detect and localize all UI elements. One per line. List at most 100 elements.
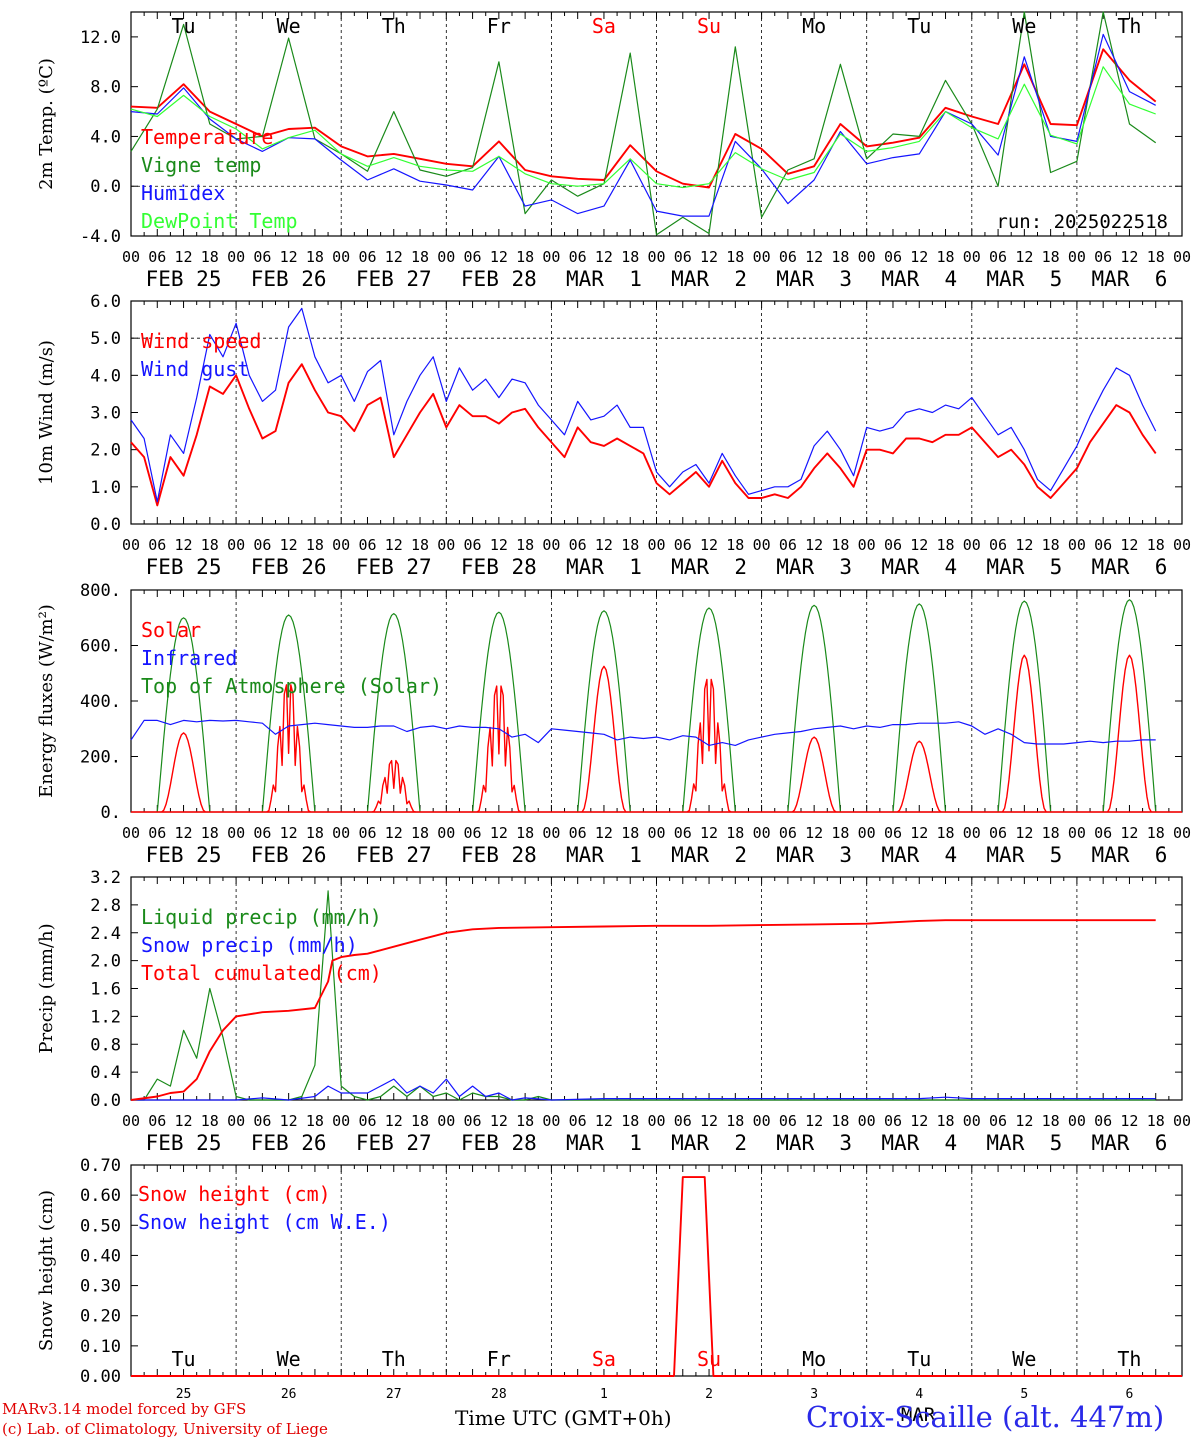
solar-line bbox=[686, 678, 732, 813]
hour-tick-label: 12 bbox=[700, 1112, 718, 1130]
hour-tick-label: 06 bbox=[569, 248, 587, 266]
hour-tick-label: 00 bbox=[332, 536, 350, 554]
day-label: MAR 2 bbox=[671, 555, 747, 579]
hour-tick-label: 00 bbox=[963, 536, 981, 554]
hour-tick-label: 06 bbox=[989, 536, 1007, 554]
hour-tick-label: 00 bbox=[332, 824, 350, 842]
hour-tick-label: 00 bbox=[227, 248, 245, 266]
y-tick-label: 0.40 bbox=[80, 1246, 121, 1266]
hour-tick-label: 12 bbox=[1015, 824, 1033, 842]
hour-tick-label: 00 bbox=[963, 1112, 981, 1130]
hour-tick-label: 00 bbox=[1173, 248, 1191, 266]
series-temperature bbox=[130, 48, 1157, 189]
hour-tick-label: 12 bbox=[595, 248, 613, 266]
day-label: MAR 4 bbox=[881, 267, 957, 291]
y-tick-label: 2.4 bbox=[90, 924, 121, 944]
hour-tick-label: 12 bbox=[280, 248, 298, 266]
hour-tick-label: 06 bbox=[884, 824, 902, 842]
hour-tick-label: 06 bbox=[1094, 248, 1112, 266]
day-number: 25 bbox=[176, 1387, 192, 1402]
hour-tick-label: 12 bbox=[1120, 824, 1138, 842]
hour-tick-label: 00 bbox=[227, 824, 245, 842]
toa-solar-line bbox=[997, 600, 1052, 813]
hour-tick-label: 06 bbox=[253, 824, 271, 842]
panel-5 bbox=[130, 1164, 1183, 1377]
hour-tick-label: 12 bbox=[385, 536, 403, 554]
hour-tick-label: 06 bbox=[779, 1112, 797, 1130]
y-tick-label: 0.0 bbox=[90, 1091, 121, 1111]
panel-2 bbox=[130, 300, 1183, 525]
hour-tick-label: 18 bbox=[306, 1112, 324, 1130]
hour-tick-label: 06 bbox=[674, 248, 692, 266]
weekday-label: Su bbox=[697, 14, 721, 38]
day-number: 28 bbox=[491, 1387, 507, 1402]
toa-solar-line bbox=[577, 610, 631, 813]
y-tick-label: 0. bbox=[101, 803, 121, 823]
hour-tick-label: 00 bbox=[1173, 1112, 1191, 1130]
hour-tick-label: 06 bbox=[148, 536, 166, 554]
hour-tick-label: 00 bbox=[647, 536, 665, 554]
hour-tick-label: 12 bbox=[1015, 536, 1033, 554]
hour-tick-label: 12 bbox=[595, 536, 613, 554]
series-total-cumulated-cm bbox=[130, 919, 1156, 1101]
weekday-label: Tu bbox=[907, 14, 931, 38]
y-tick-label: 800. bbox=[80, 581, 121, 601]
hour-tick-label: 00 bbox=[437, 824, 455, 842]
hour-tick-label: 12 bbox=[910, 248, 928, 266]
toa-solar-line bbox=[892, 603, 947, 813]
hour-tick-label: 06 bbox=[989, 248, 1007, 266]
hour-tick-label: 06 bbox=[358, 248, 376, 266]
y-tick-label: 3.2 bbox=[90, 868, 121, 888]
station-name: Croix-Scaille (alt. 447m) bbox=[806, 1400, 1165, 1434]
hour-tick-label: 18 bbox=[831, 824, 849, 842]
y-tick-label: 0.4 bbox=[90, 1063, 121, 1083]
day-label: FEB 26 bbox=[251, 1131, 327, 1155]
hour-tick-label: 06 bbox=[253, 1112, 271, 1130]
hour-tick-label: 18 bbox=[621, 248, 639, 266]
hour-tick-label: 06 bbox=[1094, 536, 1112, 554]
hour-tick-label: 18 bbox=[516, 824, 534, 842]
hour-tick-label: 12 bbox=[280, 536, 298, 554]
month-label: MAR bbox=[901, 1404, 936, 1426]
hour-tick-label: 00 bbox=[858, 248, 876, 266]
hour-tick-label: 18 bbox=[516, 536, 534, 554]
day-label: MAR 5 bbox=[986, 843, 1062, 867]
panel-4 bbox=[130, 876, 1183, 1101]
hour-tick-label: 06 bbox=[464, 536, 482, 554]
solar-line bbox=[1001, 654, 1047, 813]
hour-tick-label: 06 bbox=[1094, 824, 1112, 842]
day-label: MAR 5 bbox=[986, 1131, 1062, 1155]
hour-tick-label: 06 bbox=[569, 1112, 587, 1130]
hour-tick-label: 18 bbox=[831, 248, 849, 266]
hour-tick-label: 18 bbox=[831, 536, 849, 554]
hour-tick-label: 06 bbox=[674, 1112, 692, 1130]
weekday-label: We bbox=[277, 1347, 301, 1371]
hour-tick-label: 00 bbox=[542, 248, 560, 266]
hour-tick-label: 12 bbox=[700, 824, 718, 842]
solar-line bbox=[1106, 654, 1152, 813]
hour-tick-label: 12 bbox=[805, 536, 823, 554]
y-tick-label: 0.50 bbox=[80, 1216, 121, 1236]
hour-tick-label: 06 bbox=[358, 824, 376, 842]
hour-tick-label: 12 bbox=[595, 824, 613, 842]
weekday-label: Fr bbox=[487, 1347, 511, 1371]
y-tick-label: 0.8 bbox=[90, 1035, 121, 1055]
hour-tick-label: 18 bbox=[1042, 824, 1060, 842]
day-label: MAR 2 bbox=[671, 267, 747, 291]
hour-tick-label: 00 bbox=[122, 248, 140, 266]
y-tick-label: 12.0 bbox=[80, 28, 121, 48]
y-axis-label: Snow height (cm) bbox=[36, 1190, 57, 1351]
hour-tick-label: 06 bbox=[464, 1112, 482, 1130]
y-tick-label: 400. bbox=[80, 692, 121, 712]
hour-tick-label: 06 bbox=[674, 536, 692, 554]
series-infrared bbox=[130, 719, 1156, 747]
panel-1 bbox=[130, 11, 1183, 237]
hour-tick-label: 18 bbox=[1042, 1112, 1060, 1130]
panel-frame bbox=[130, 300, 1183, 525]
hour-tick-label: 00 bbox=[437, 536, 455, 554]
y-tick-label: 600. bbox=[80, 637, 121, 657]
solar-line bbox=[371, 759, 416, 813]
y-tick-label: 5.0 bbox=[90, 329, 121, 349]
day-number: 3 bbox=[810, 1387, 818, 1402]
